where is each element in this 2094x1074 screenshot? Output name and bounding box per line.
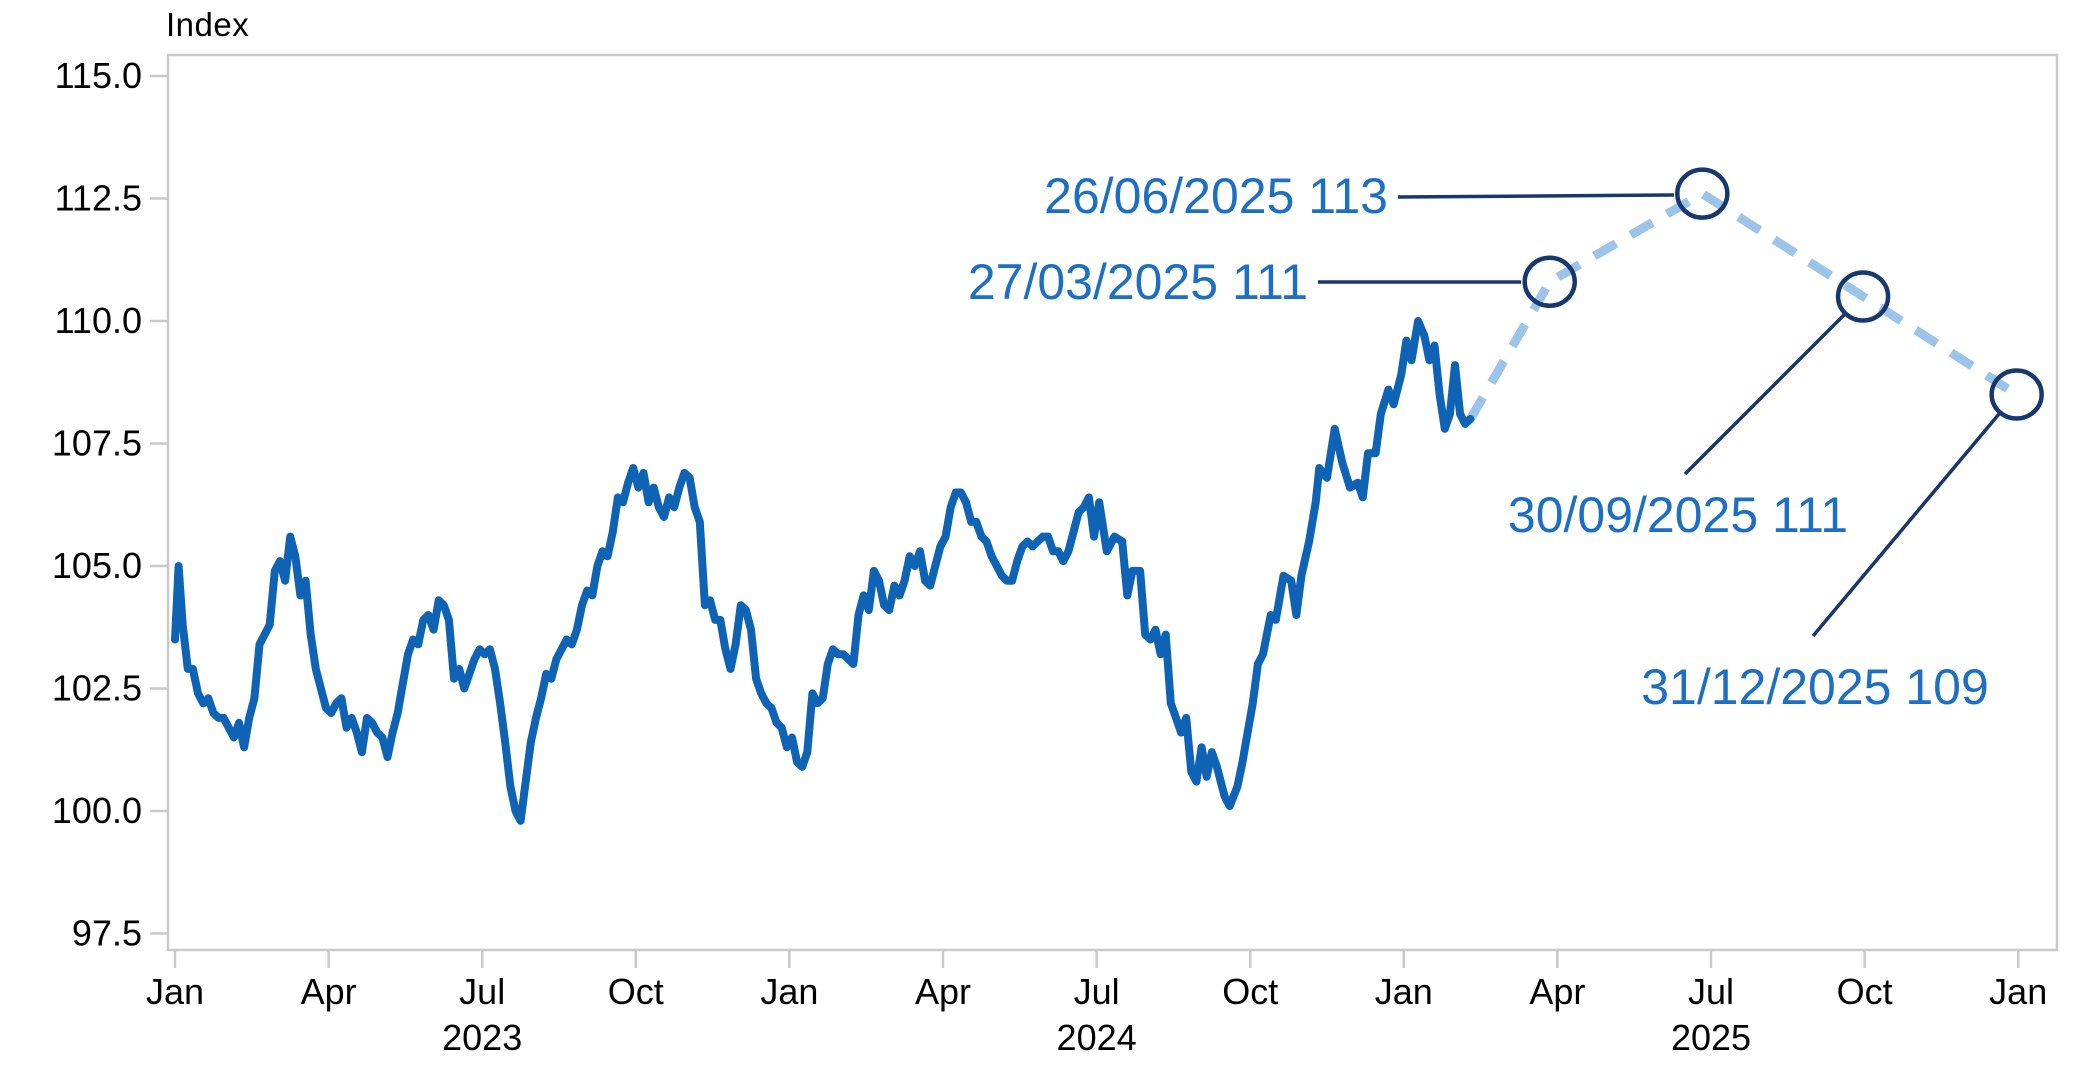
forecast-marker-circle: [1675, 167, 1730, 220]
y-tick-label: 105.0: [52, 545, 142, 586]
x-tick-label: Apr: [1529, 971, 1585, 1012]
y-tick-label: 102.5: [52, 668, 142, 709]
annotation-leader-line: [1683, 313, 1846, 476]
forecast-marker-circle: [1522, 255, 1577, 309]
x-axis-year-label: 2023: [442, 1017, 522, 1058]
y-tick-label: 100.0: [52, 790, 142, 831]
annotation-leader-line: [1397, 193, 1675, 199]
forecast-dashed-line: [1466, 189, 2020, 422]
annotation-label: 27/03/2025 111: [968, 254, 1308, 310]
annotation-label: 30/09/2025 111: [1508, 487, 1848, 543]
x-axis-year-label: 2024: [1057, 1017, 1137, 1058]
forecast-marker-circle: [1989, 368, 2044, 421]
y-tick-label: 97.5: [72, 913, 142, 954]
x-tick-label: Oct: [1222, 971, 1278, 1012]
y-tick-label: 107.5: [52, 423, 142, 464]
annotation-label: 31/12/2025 109: [1641, 659, 1989, 715]
x-tick-label: Jan: [760, 971, 818, 1012]
x-tick-label: Apr: [915, 971, 971, 1012]
annotation-leader-line: [1811, 412, 2001, 638]
x-tick-label: Jan: [146, 971, 204, 1012]
x-tick-label: Oct: [608, 971, 664, 1012]
y-tick-label: 112.5: [55, 178, 142, 219]
x-tick-label: Jul: [459, 971, 505, 1012]
plot-frame: [166, 53, 2059, 952]
x-axis-year-label: 2025: [1671, 1017, 1751, 1058]
x-tick-label: Jul: [1688, 971, 1734, 1012]
forecast-marker-circle: [1835, 270, 1891, 323]
x-tick-label: Jan: [1375, 971, 1433, 1012]
x-tick-label: Oct: [1837, 971, 1893, 1012]
x-tick-label: Apr: [301, 971, 357, 1012]
y-axis-title: Index: [166, 6, 250, 43]
annotation-label: 26/06/2025 113: [1044, 168, 1388, 224]
y-tick-label: 110.0: [55, 300, 142, 341]
history-line: [171, 317, 1475, 825]
x-tick-label: Jan: [1989, 971, 2047, 1012]
y-tick-label: 115.0: [55, 55, 142, 96]
x-tick-label: Jul: [1074, 971, 1120, 1012]
